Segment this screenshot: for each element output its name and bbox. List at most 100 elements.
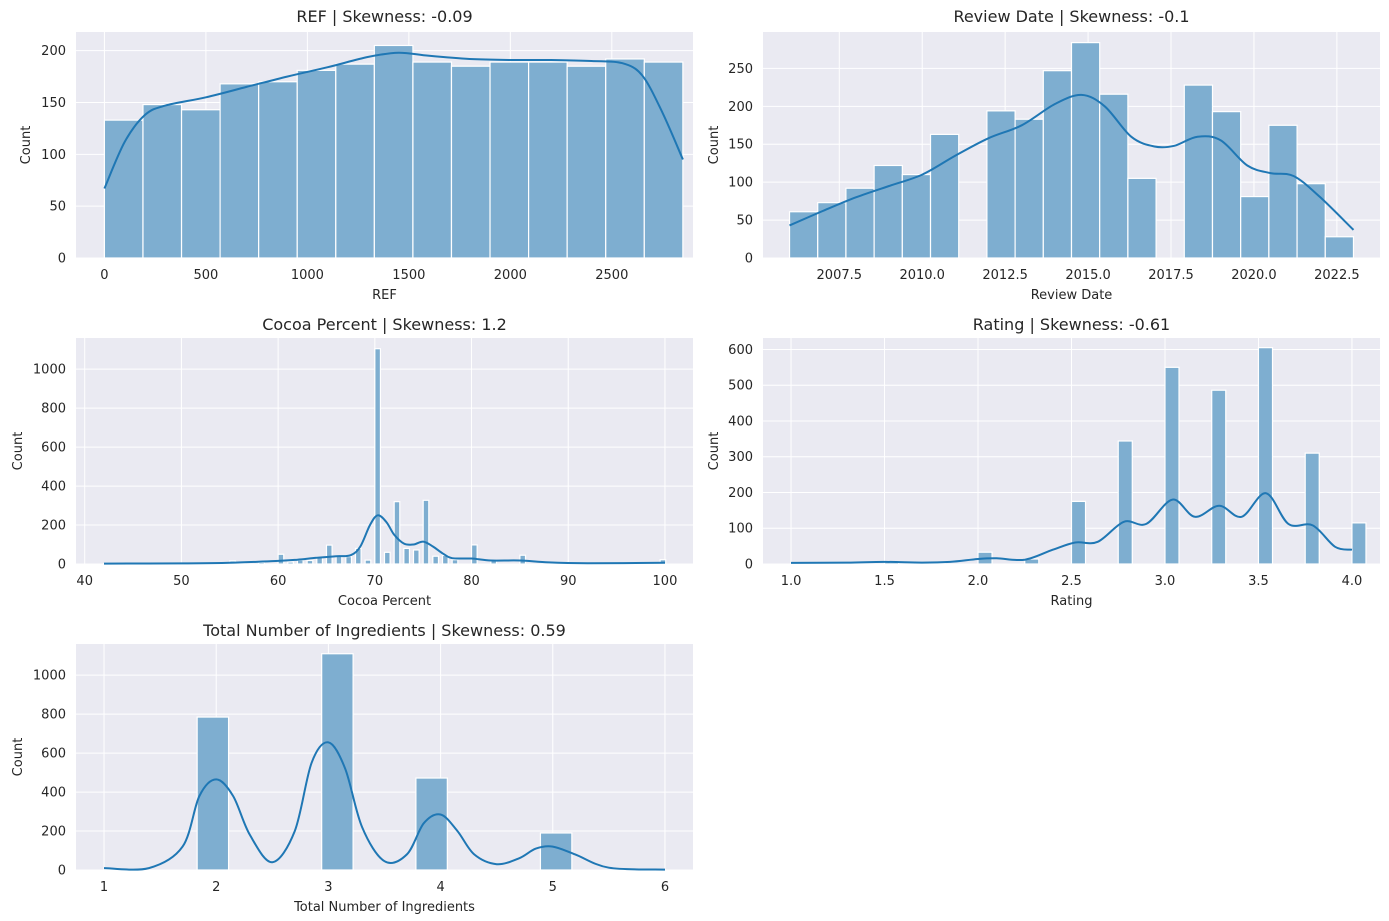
histogram-bar xyxy=(374,348,382,565)
x-tick-label: 4.0 xyxy=(1342,574,1363,589)
histogram-bar xyxy=(403,547,411,565)
y-axis-label: Count xyxy=(707,432,722,471)
histogram-bar xyxy=(415,777,448,871)
x-tick-label: 2500 xyxy=(595,268,628,283)
histogram-bar xyxy=(325,544,333,565)
histogram-panel-1: 0 500 1000 1500 2000 2500 0 50 100 150 200 REF | Sk… xyxy=(19,7,693,303)
histogram-bar xyxy=(1070,42,1101,259)
y-tick-label: 400 xyxy=(728,414,753,429)
x-tick-label: 2015.0 xyxy=(1065,268,1111,283)
x-axis-label: Cocoa Percent xyxy=(338,594,431,609)
x-tick-label: 5 xyxy=(549,880,557,895)
histogram-bar xyxy=(605,58,645,259)
x-tick-label: 2007.5 xyxy=(817,268,863,283)
plot-area xyxy=(76,338,693,564)
x-tick-label: 2022.5 xyxy=(1314,268,1360,283)
histogram-bar xyxy=(393,501,401,565)
histogram-bar xyxy=(566,65,607,259)
histogram-bar xyxy=(335,63,375,259)
histogram-bar xyxy=(180,109,221,259)
histogram-bar xyxy=(451,559,459,565)
histogram-bar xyxy=(929,133,960,259)
kde-curve xyxy=(103,51,684,189)
histogram-bar xyxy=(335,555,343,565)
histogram-bar xyxy=(1070,500,1087,565)
y-tick-label: 0 xyxy=(58,558,66,573)
histogram-bar xyxy=(364,559,372,565)
histogram-bar xyxy=(1117,440,1133,565)
histogram-bar xyxy=(1351,522,1367,565)
y-tick-label: 0 xyxy=(745,252,753,267)
x-axis-label: Review Date xyxy=(1031,288,1113,303)
histogram-bar xyxy=(196,716,230,871)
y-axis-label: Count xyxy=(11,432,26,471)
y-tick-label: 150 xyxy=(728,138,753,153)
x-tick-label: 1000 xyxy=(291,268,324,283)
histogram-bar xyxy=(470,544,478,565)
y-tick-label: 200 xyxy=(728,486,753,501)
histogram-bar xyxy=(296,559,304,565)
kde-curve xyxy=(789,93,1355,231)
y-tick-label: 150 xyxy=(41,96,66,111)
histogram-bar xyxy=(1304,452,1320,565)
y-tick-label: 600 xyxy=(41,747,66,762)
histogram-bar xyxy=(219,83,260,259)
y-tick-label: 200 xyxy=(41,519,66,534)
x-tick-label: 1.5 xyxy=(874,574,895,589)
histogram-bar xyxy=(1211,389,1227,565)
y-tick-label: 50 xyxy=(736,214,753,229)
histogram-bar xyxy=(412,549,420,565)
y-axis-label: Count xyxy=(707,126,722,165)
y-axis-label: Count xyxy=(11,738,26,777)
histogram-bar xyxy=(1014,118,1044,259)
panel-title: REF | Skewness: -0.09 xyxy=(296,7,472,26)
histogram-bar xyxy=(901,173,932,259)
histogram-bar xyxy=(1324,236,1355,259)
histogram-bar xyxy=(306,559,314,565)
y-tick-label: 0 xyxy=(58,864,66,879)
panel-title: Total Number of Ingredients | Skewness: … xyxy=(202,621,566,640)
y-tick-label: 500 xyxy=(728,379,753,394)
histogram-bar xyxy=(373,44,414,259)
x-tick-label: 60 xyxy=(270,574,287,589)
y-tick-label: 600 xyxy=(728,343,753,358)
x-tick-label: 80 xyxy=(463,574,480,589)
y-tick-label: 200 xyxy=(728,100,753,115)
histogram-bar xyxy=(142,103,183,259)
x-tick-label: 2017.5 xyxy=(1148,268,1194,283)
y-tick-label: 0 xyxy=(745,558,753,573)
x-tick-label: 0 xyxy=(100,268,108,283)
histogram-bar xyxy=(1099,93,1129,259)
y-tick-label: 1000 xyxy=(33,363,66,378)
kde-curve xyxy=(103,514,666,565)
x-tick-label: 50 xyxy=(173,574,190,589)
x-tick-label: 2.5 xyxy=(1061,574,1082,589)
x-tick-label: 100 xyxy=(653,574,678,589)
histogram-bar xyxy=(1127,177,1157,259)
x-tick-label: 2012.5 xyxy=(982,268,1028,283)
histogram-bar xyxy=(873,164,903,259)
kde-curve xyxy=(790,492,1353,564)
y-tick-label: 250 xyxy=(728,62,753,77)
histogram-panel-5: 1 2 3 4 5 6 0 200 400 600 800 1000 Total Number of I… xyxy=(11,621,693,915)
panel-title: Review Date | Skewness: -0.1 xyxy=(953,7,1189,26)
x-tick-label: 2.0 xyxy=(968,574,989,589)
histogram-bar xyxy=(1183,84,1214,259)
y-tick-label: 100 xyxy=(728,522,753,537)
y-tick-label: 1000 xyxy=(33,669,66,684)
y-tick-label: 800 xyxy=(41,708,66,723)
histogram-bar xyxy=(450,65,491,259)
histogram-bar xyxy=(489,61,530,259)
x-tick-label: 3.0 xyxy=(1155,574,1176,589)
histogram-bar xyxy=(296,69,337,259)
y-tick-label: 300 xyxy=(728,450,753,465)
histogram-bar xyxy=(643,61,684,259)
histogram-panel-4: 1.0 1.5 2.0 2.5 3.0 3.5 4.0 0 100 200 300 400 500 600… xyxy=(707,315,1380,609)
histogram-bar xyxy=(258,81,298,259)
x-tick-label: 2 xyxy=(212,880,220,895)
x-tick-label: 4 xyxy=(436,880,444,895)
histogram-bar xyxy=(1164,366,1180,565)
panel-title: Rating | Skewness: -0.61 xyxy=(973,315,1170,334)
x-tick-label: 2020.0 xyxy=(1231,268,1277,283)
